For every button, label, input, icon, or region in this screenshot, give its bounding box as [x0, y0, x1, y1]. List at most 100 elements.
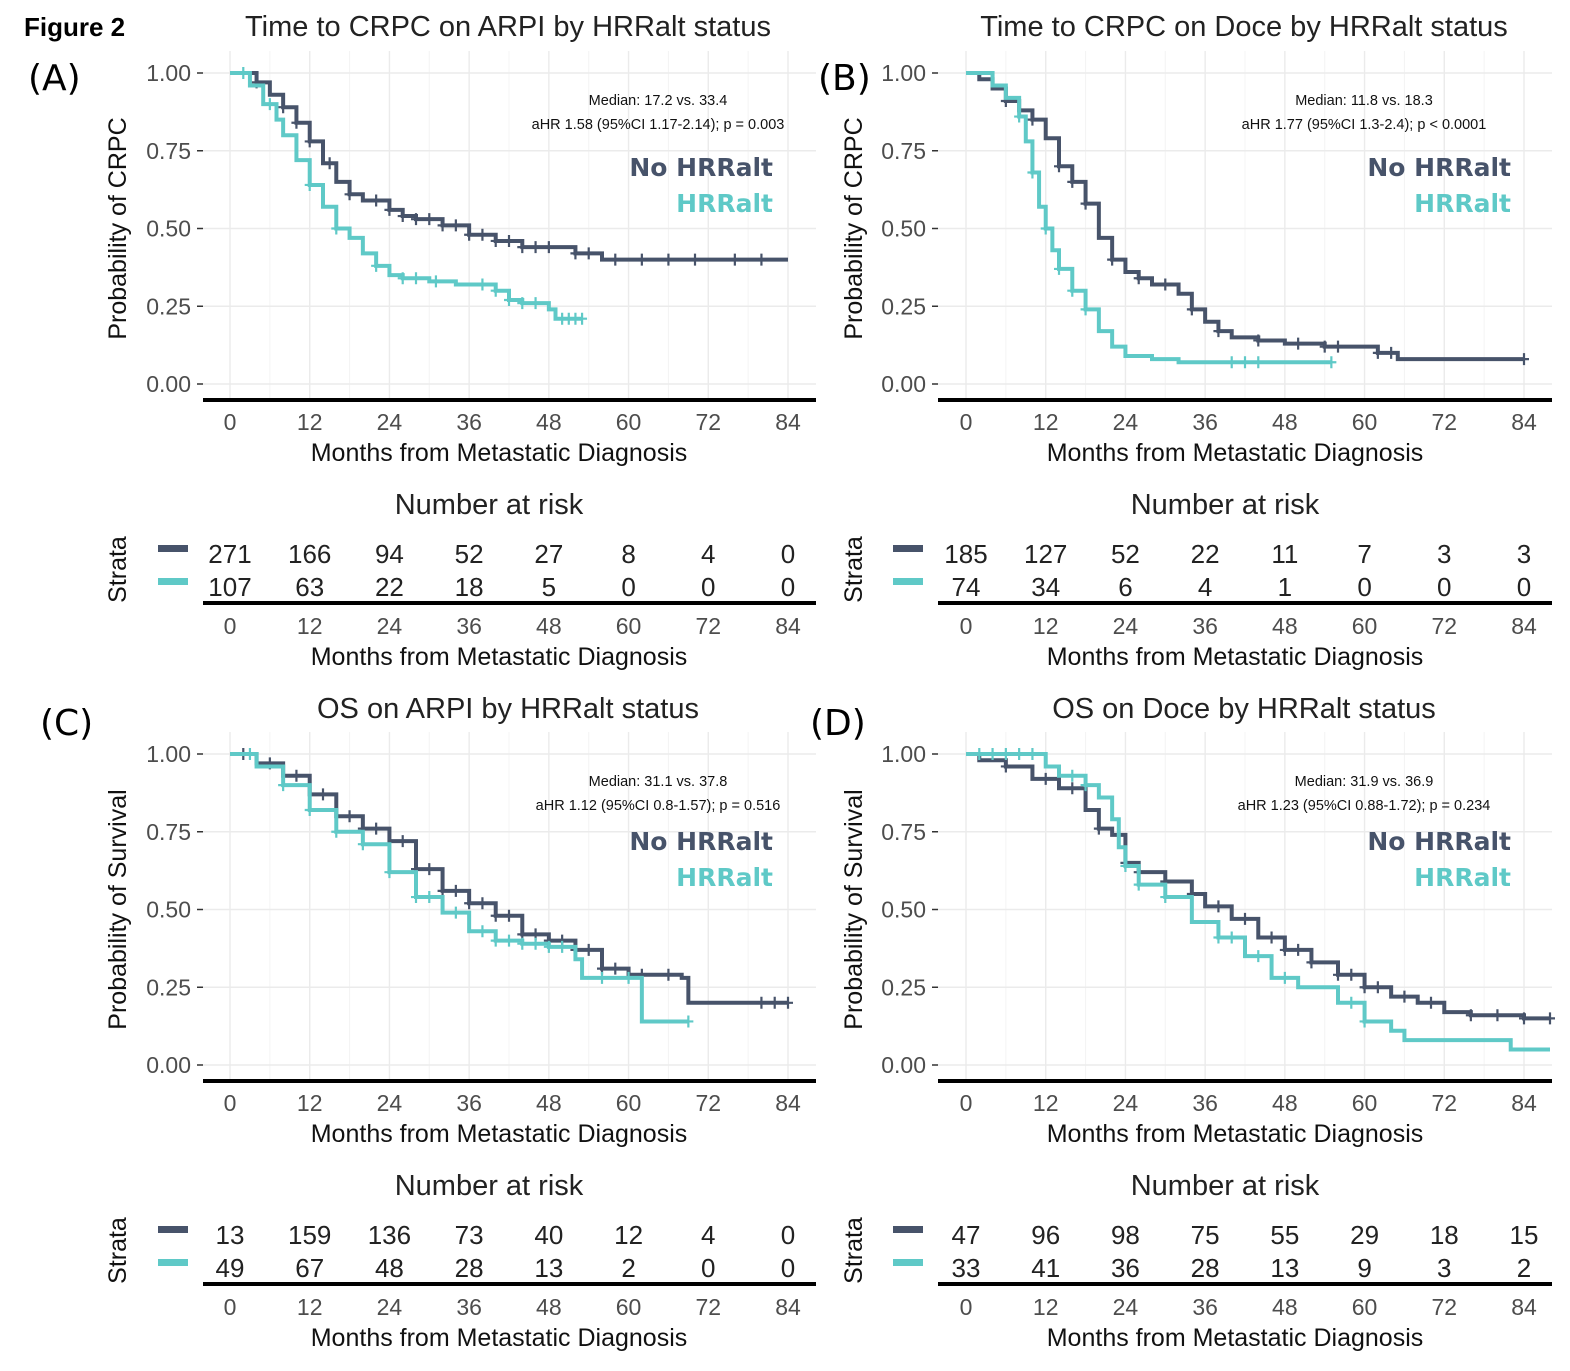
y-tick-label: 0.25 — [146, 974, 191, 1000]
risk-x-tick-label: 12 — [297, 1294, 323, 1320]
censor-mark — [1359, 981, 1370, 994]
x-tick-label: 12 — [1033, 1090, 1059, 1116]
x-tick-label: 84 — [775, 1090, 801, 1116]
risk-count: 13 — [1270, 1253, 1299, 1283]
risk-count: 13 — [216, 1220, 245, 1250]
risk-count: 36 — [1111, 1253, 1140, 1283]
x-axis-label: Months from Metastatic Diagnosis — [311, 1120, 688, 1148]
censor-mark — [610, 962, 621, 975]
risk-count: 52 — [455, 539, 484, 569]
risk-count: 12 — [614, 1220, 643, 1250]
censor-mark — [517, 297, 528, 310]
x-tick-label: 60 — [616, 1090, 642, 1116]
censor-mark — [1014, 748, 1025, 760]
risk-count: 6 — [1118, 572, 1132, 602]
km-panel: (C) OS on ARPI by HRRalt status 0.00 0.25 0.… — [40, 693, 816, 1352]
x-tick-label: 84 — [775, 409, 801, 435]
censor-mark — [517, 241, 528, 254]
strata-label: Strata — [104, 536, 132, 603]
risk-key-swatch — [158, 1259, 188, 1266]
censor-mark — [1253, 356, 1264, 369]
censor-mark — [1226, 356, 1237, 369]
risk-count: 0 — [621, 572, 635, 602]
censor-mark — [1359, 1015, 1370, 1028]
hr-annotation: aHR 1.23 (95%CI 0.88-1.72); p = 0.234 — [1238, 798, 1491, 814]
censor-mark — [1492, 1009, 1503, 1022]
censor-mark — [543, 241, 554, 254]
x-tick-label: 36 — [1192, 409, 1218, 435]
x-tick-label: 12 — [297, 1090, 323, 1116]
censor-mark — [371, 822, 382, 835]
risk-count: 127 — [1024, 539, 1067, 569]
risk-count: 0 — [701, 1253, 715, 1283]
censor-mark — [636, 253, 647, 266]
risk-count: 3 — [1517, 539, 1531, 569]
risk-x-tick-label: 60 — [1352, 1294, 1378, 1320]
x-tick-label: 0 — [224, 1090, 237, 1116]
risk-key-swatch — [158, 578, 188, 585]
censor-mark — [397, 210, 408, 223]
censor-mark — [1426, 996, 1436, 1009]
y-tick-label: 0.00 — [146, 1052, 191, 1078]
y-tick-label: 0.75 — [881, 819, 926, 845]
risk-count: 33 — [952, 1253, 981, 1283]
risk-x-tick-label: 12 — [1033, 1294, 1059, 1320]
risk-count: 166 — [288, 539, 331, 569]
censor-mark — [1027, 748, 1038, 760]
risk-x-axis-label: Months from Metastatic Diagnosis — [311, 1324, 688, 1352]
x-tick-label: 48 — [1272, 1090, 1298, 1116]
gridlines — [938, 51, 1552, 398]
censor-mark — [504, 909, 514, 922]
censor-mark — [384, 866, 395, 879]
censor-mark — [1399, 990, 1410, 1003]
censor-mark — [1266, 931, 1277, 944]
censor-mark — [504, 294, 514, 307]
censor-mark — [1027, 113, 1038, 126]
censor-mark — [1080, 303, 1091, 316]
risk-count: 47 — [952, 1220, 981, 1250]
censor-mark — [504, 934, 514, 947]
risk-count: 73 — [455, 1220, 484, 1250]
risk-count: 49 — [216, 1253, 245, 1283]
censor-mark — [1080, 779, 1091, 792]
risk-x-tick-label: 0 — [224, 1294, 237, 1320]
censor-mark — [597, 971, 607, 984]
x-tick-label: 60 — [1352, 1090, 1378, 1116]
censor-mark — [490, 234, 501, 247]
curve-hrralt — [966, 71, 1332, 365]
censor-mark — [238, 67, 249, 79]
censor-mark — [411, 891, 421, 904]
censor-mark — [769, 996, 780, 1009]
risk-key-swatch — [893, 578, 923, 585]
strata-label: Strata — [840, 1217, 868, 1284]
risk-count: 9 — [1357, 1253, 1371, 1283]
hr-annotation: aHR 1.77 (95%CI 1.3-2.4); p < 0.0001 — [1242, 117, 1487, 133]
risk-x-tick-label: 48 — [536, 613, 562, 639]
risk-count: 0 — [1357, 572, 1371, 602]
legend-no-hrralt: No HRRalt — [629, 827, 773, 856]
risk-count: 185 — [944, 539, 987, 569]
risk-count: 13 — [534, 1253, 563, 1283]
risk-key-swatch — [158, 545, 188, 552]
censor-mark — [530, 241, 541, 254]
risk-x-tick-label: 72 — [695, 613, 721, 639]
censor-mark — [477, 278, 488, 291]
censor-mark — [1080, 197, 1091, 210]
censor-mark — [344, 810, 355, 823]
risk-x-axis-label: Months from Metastatic Diagnosis — [1047, 643, 1424, 671]
x-tick-label: 36 — [456, 1090, 482, 1116]
censor-mark — [1326, 356, 1337, 369]
censor-mark — [1000, 748, 1011, 760]
censor-mark — [450, 906, 461, 919]
x-tick-label: 72 — [695, 409, 721, 435]
risk-x-tick-label: 0 — [960, 1294, 973, 1320]
censor-mark — [974, 748, 985, 760]
x-axis-label: Months from Metastatic Diagnosis — [1047, 439, 1424, 467]
censor-mark — [1240, 356, 1250, 369]
panel-letter: (D) — [810, 703, 866, 744]
km-panel: (B) Time to CRPC on Doce by HRRalt status… — [818, 11, 1552, 671]
risk-x-axis-label: Months from Metastatic Diagnosis — [1047, 1324, 1424, 1352]
risk-key-swatch — [893, 1226, 923, 1233]
risk-table-title: Number at risk — [1131, 1170, 1320, 1202]
risk-count: 18 — [1430, 1220, 1459, 1250]
